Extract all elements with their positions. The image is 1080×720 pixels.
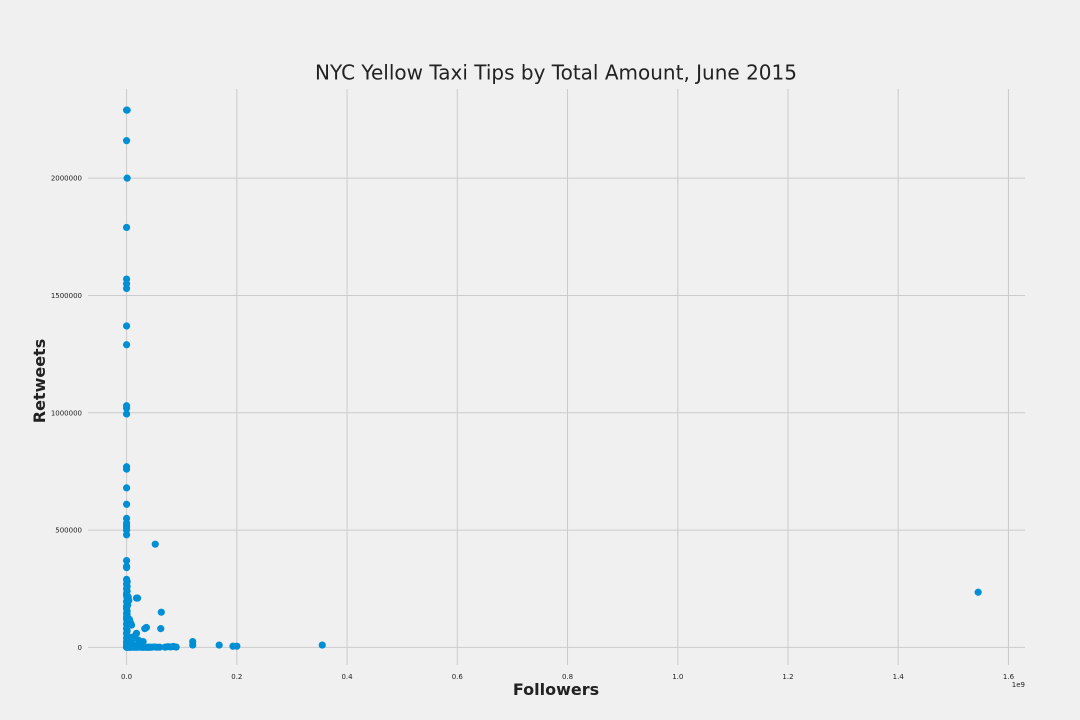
y-tick-label: 500000 [55, 527, 82, 535]
x-tick-label: 1.2 [782, 673, 793, 681]
data-point [122, 341, 131, 349]
x-tick-label: 0.8 [562, 673, 573, 681]
x-axis-label: Followers [513, 680, 599, 699]
data-point [156, 643, 164, 651]
x-tick-label: 0.4 [341, 673, 353, 681]
data-point [132, 594, 141, 602]
data-point [122, 404, 131, 412]
data-point [189, 641, 197, 649]
data-point [122, 410, 131, 418]
data-point [122, 137, 131, 145]
y-tick-label: 2000000 [51, 175, 82, 183]
data-point [157, 625, 165, 633]
x-tick-label: 1.4 [893, 673, 905, 681]
tick-labels: 0.0 0.2 0.4 0.6 0.8 1.0 1.2 1.4 1.6 0 500000 100000… [51, 175, 1015, 681]
data-point [151, 540, 159, 548]
y-tick-label: 1500000 [51, 292, 82, 300]
data-point [122, 465, 131, 473]
data-point [123, 106, 131, 114]
data-point [142, 623, 151, 632]
gridlines [88, 89, 1025, 665]
data-point [136, 640, 144, 648]
data-point [318, 641, 326, 649]
data-point [124, 601, 132, 609]
data-point [122, 322, 131, 330]
data-point [122, 484, 131, 492]
data-point [123, 174, 131, 182]
data-point [126, 619, 135, 627]
data-points [122, 106, 982, 651]
x-axis-offset-label: 1e9 [1012, 681, 1025, 689]
x-tick-label: 1.0 [672, 673, 683, 681]
x-tick-label: 1.6 [1003, 673, 1015, 681]
x-tick-label: 0.6 [452, 673, 464, 681]
y-axis-label: Retweets [30, 339, 49, 423]
x-tick-label: 0.0 [121, 673, 132, 681]
y-tick-label: 1000000 [51, 409, 82, 417]
data-point [122, 564, 131, 572]
data-point [122, 500, 131, 508]
x-tick-label: 0.2 [231, 673, 242, 681]
data-point [122, 531, 131, 539]
data-point [122, 223, 131, 232]
chart-title: NYC Yellow Taxi Tips by Total Amount, Ju… [315, 61, 797, 85]
data-point [172, 643, 180, 651]
y-tick-label: 0 [78, 644, 82, 652]
data-point [157, 608, 165, 616]
data-point [122, 284, 131, 293]
data-point [215, 641, 223, 649]
data-point [974, 588, 982, 596]
data-point [233, 642, 241, 650]
data-point [122, 556, 131, 565]
